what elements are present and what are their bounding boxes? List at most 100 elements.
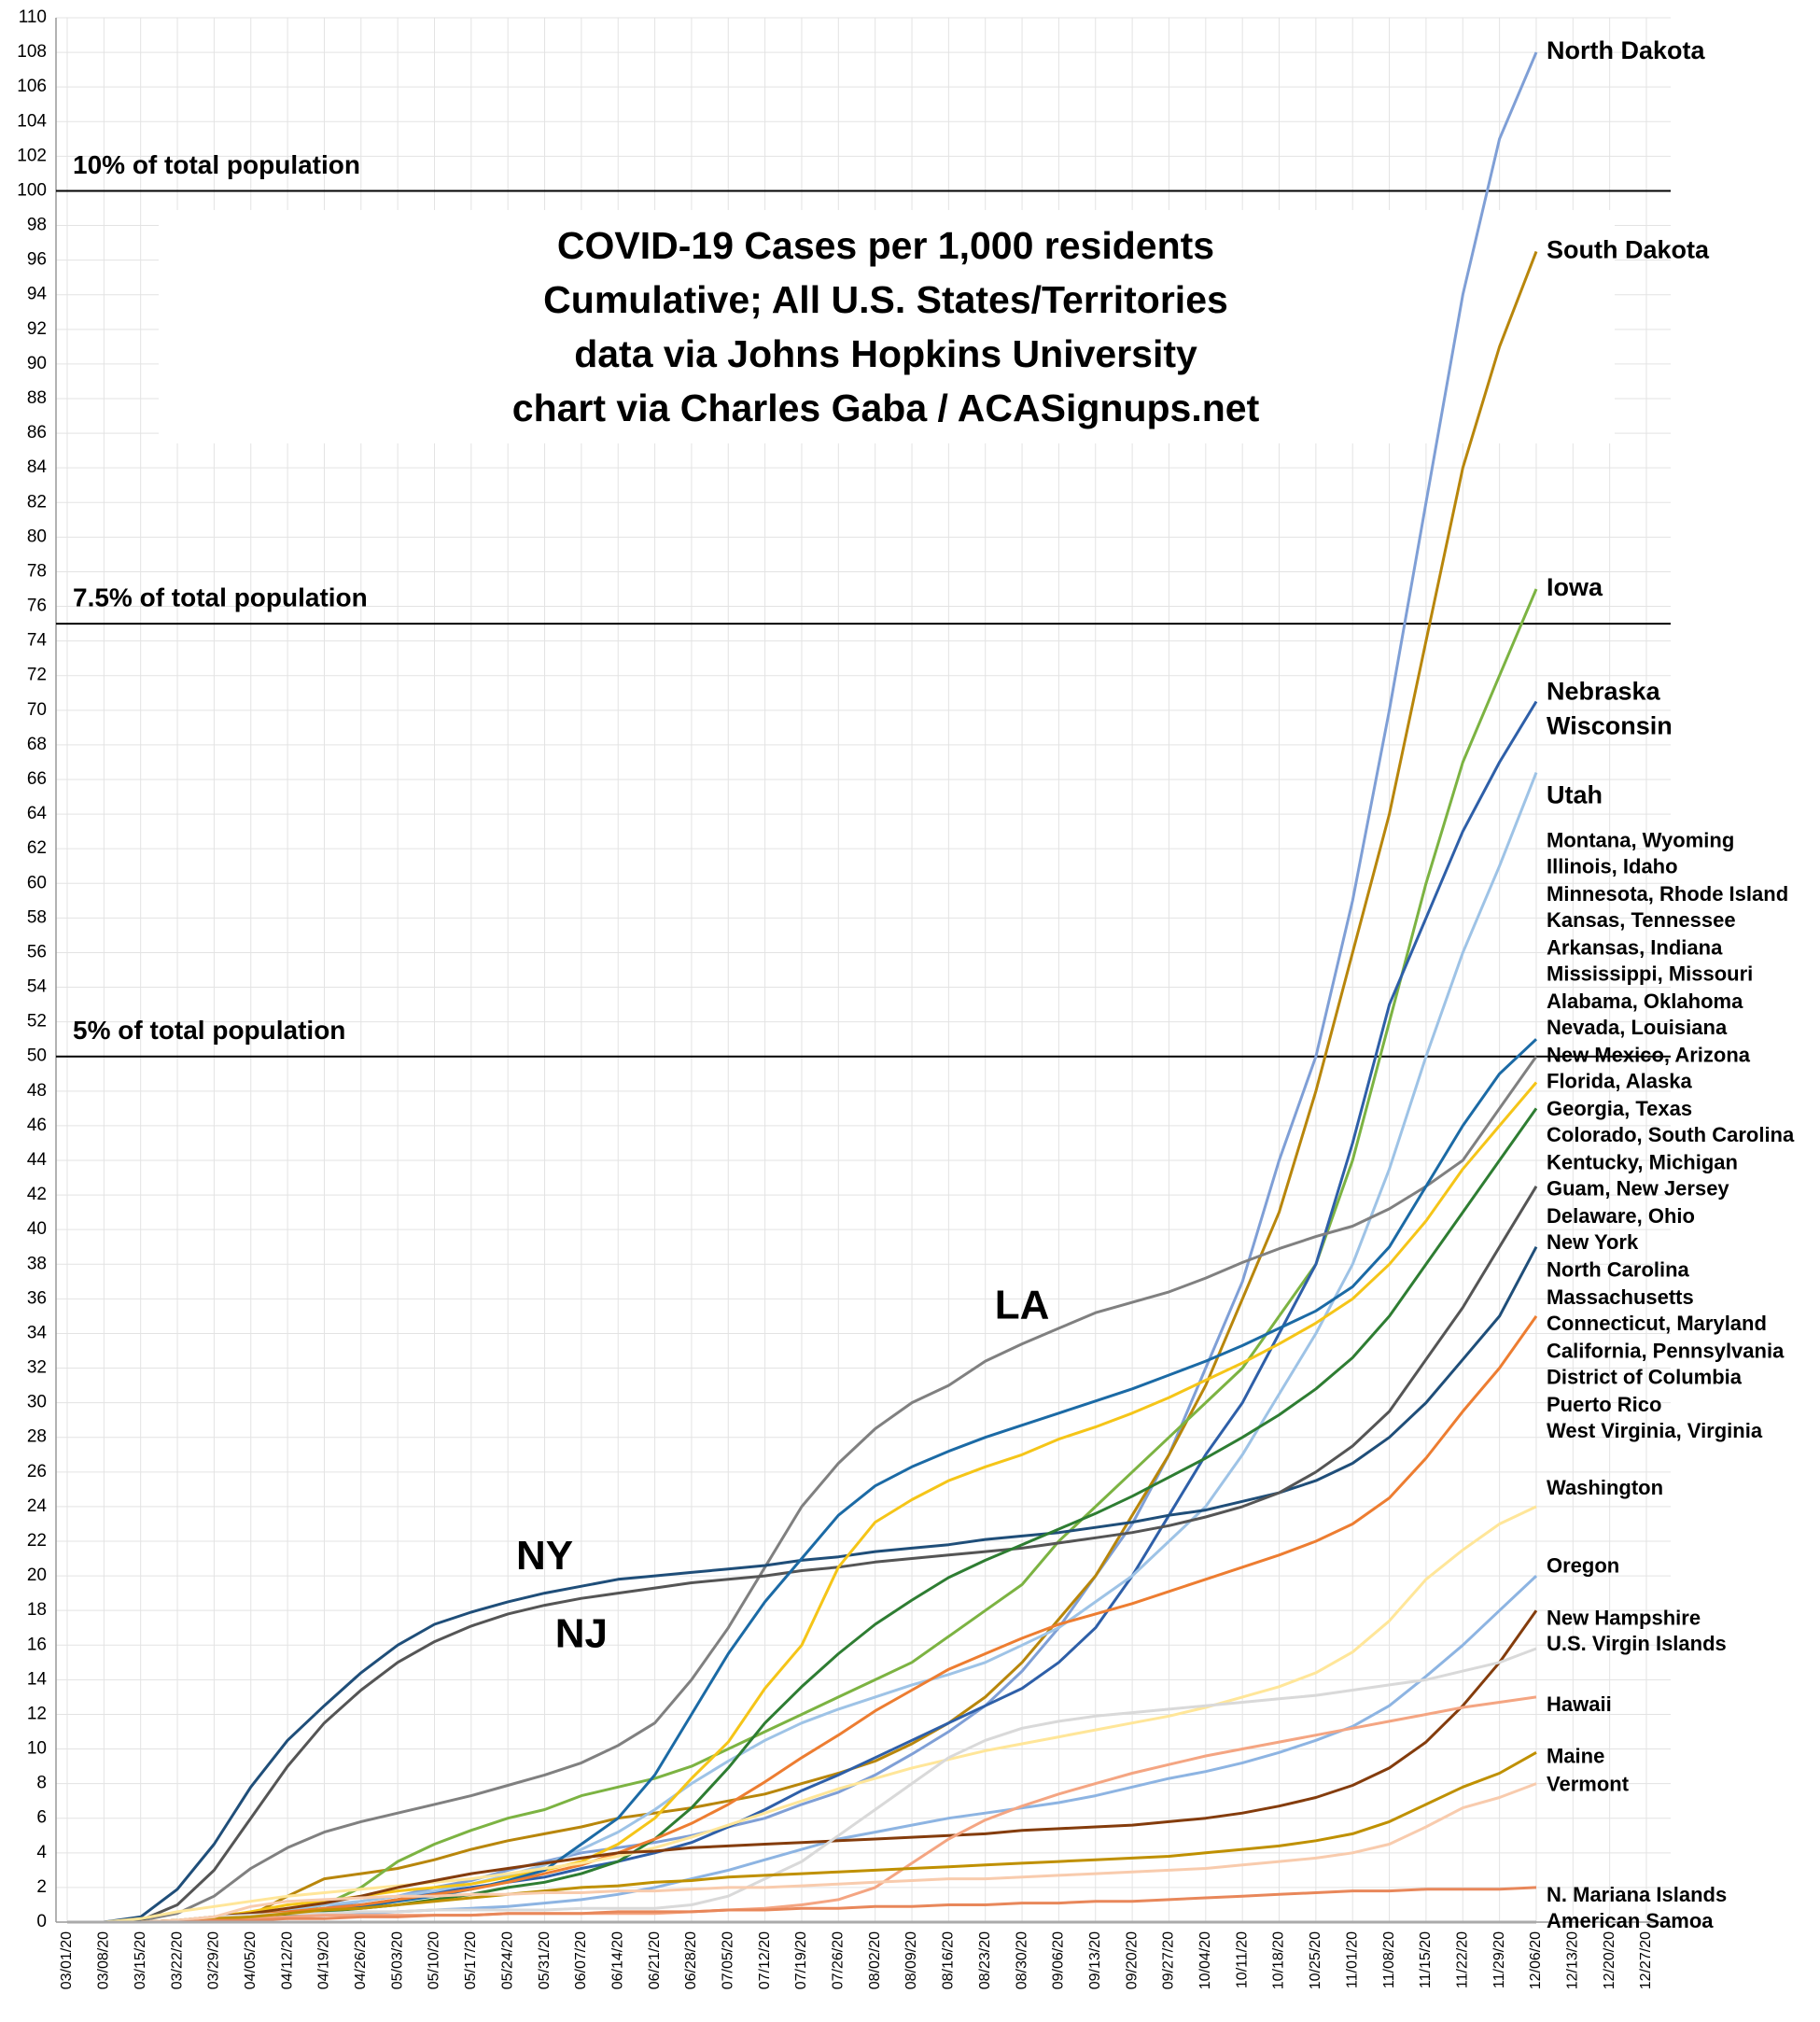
state-label: Kentucky, Michigan	[1547, 1151, 1738, 1174]
y-tick-label: 10	[27, 1739, 47, 1759]
y-tick-label: 32	[27, 1358, 47, 1378]
x-tick-label: 10/18/20	[1271, 1931, 1287, 1989]
y-tick-label: 74	[27, 631, 48, 651]
x-tick-label: 03/29/20	[206, 1931, 222, 1989]
x-tick-label: 12/27/20	[1638, 1931, 1654, 1989]
x-tick-label: 03/01/20	[59, 1931, 75, 1989]
y-tick-label: 8	[36, 1774, 47, 1793]
series-line	[67, 1886, 1537, 1924]
state-label: Utah	[1547, 781, 1603, 809]
reference-label: 7.5% of total population	[73, 583, 368, 611]
y-tick-label: 88	[27, 388, 47, 408]
y-tick-label: 58	[27, 907, 47, 927]
x-tick-label: 08/23/20	[977, 1931, 993, 1989]
series-line	[67, 1695, 1537, 1924]
x-tick-label: 11/29/20	[1491, 1931, 1507, 1988]
reference-label: 10% of total population	[73, 150, 360, 179]
state-label: Arkansas, Indiana	[1547, 936, 1723, 960]
title-background	[159, 210, 1615, 443]
reference-label: 5% of total population	[73, 1016, 345, 1045]
y-tick-label: 14	[27, 1669, 48, 1689]
state-label: Nevada, Louisiana	[1547, 1016, 1728, 1039]
x-tick-label: 12/13/20	[1565, 1931, 1581, 1989]
x-tick-label: 06/07/20	[573, 1931, 589, 1989]
state-label: Kansas, Tennessee	[1547, 908, 1736, 932]
state-label: District of Columbia	[1547, 1365, 1743, 1388]
state-label: Wisconsin	[1547, 711, 1673, 739]
state-label: Mississippi, Missouri	[1547, 962, 1753, 985]
x-tick-label: 09/20/20	[1124, 1931, 1140, 1989]
x-tick-label: 07/05/20	[720, 1931, 735, 1989]
y-tick-label: 82	[27, 492, 47, 512]
state-label: N. Mariana Islands	[1547, 1883, 1727, 1906]
y-tick-label: 46	[27, 1116, 47, 1135]
series-line	[67, 1505, 1537, 1924]
state-label: New York	[1547, 1230, 1639, 1254]
y-tick-label: 60	[27, 873, 47, 892]
x-tick-label: 07/26/20	[831, 1931, 847, 1989]
x-tick-label: 09/13/20	[1087, 1931, 1103, 1989]
state-label: North Dakota	[1547, 36, 1705, 64]
x-tick-label: 04/12/20	[279, 1931, 295, 1989]
y-tick-label: 18	[27, 1600, 47, 1620]
state-label: Connecticut, Maryland	[1547, 1312, 1767, 1335]
state-label: Maine	[1547, 1745, 1604, 1768]
x-tick-label: 11/22/20	[1454, 1931, 1470, 1988]
y-tick-label: 72	[27, 666, 47, 685]
state-label: Alabama, Oklahoma	[1547, 990, 1743, 1013]
series-line	[67, 1782, 1537, 1924]
y-tick-label: 2	[36, 1877, 47, 1897]
y-tick-label: 64	[27, 804, 48, 823]
x-tick-label: 06/14/20	[609, 1931, 625, 1989]
x-tick-label: 12/20/20	[1602, 1931, 1617, 1989]
series-line	[67, 1081, 1538, 1924]
series-line	[67, 1609, 1538, 1924]
annotation: NY	[516, 1533, 573, 1579]
x-tick-label: 10/25/20	[1308, 1931, 1323, 1989]
y-tick-label: 104	[17, 111, 47, 131]
series-line	[67, 1647, 1537, 1924]
x-tick-label: 06/21/20	[647, 1931, 663, 1989]
state-label: Hawaii	[1547, 1692, 1612, 1716]
x-tick-label: 09/06/20	[1051, 1931, 1067, 1989]
y-tick-label: 26	[27, 1462, 47, 1481]
y-tick-label: 54	[27, 977, 48, 997]
y-tick-label: 102	[17, 146, 47, 165]
y-tick-label: 84	[27, 457, 48, 477]
y-tick-label: 68	[27, 735, 47, 754]
state-label: Florida, Alaska	[1547, 1069, 1692, 1092]
state-label: American Samoa	[1547, 1909, 1714, 1932]
y-tick-label: 44	[27, 1150, 48, 1170]
y-tick-label: 80	[27, 527, 47, 546]
chart-title: chart via Charles Gaba / ACASignups.net	[512, 386, 1260, 429]
state-label: Georgia, Texas	[1547, 1097, 1692, 1120]
y-tick-label: 16	[27, 1635, 47, 1654]
x-tick-label: 11/15/20	[1418, 1931, 1434, 1988]
y-tick-label: 100	[17, 180, 47, 200]
y-tick-label: 4	[36, 1843, 47, 1862]
state-label: West Virginia, Virginia	[1547, 1419, 1763, 1442]
state-label: North Carolina	[1547, 1258, 1690, 1282]
x-tick-label: 07/19/20	[793, 1931, 809, 1989]
y-tick-label: 56	[27, 942, 47, 962]
series-line	[67, 1186, 1538, 1924]
y-tick-label: 52	[27, 1012, 47, 1032]
state-label: Guam, New Jersey	[1547, 1176, 1729, 1200]
y-tick-label: 0	[36, 1912, 47, 1931]
x-tick-label: 03/08/20	[96, 1931, 112, 1989]
x-tick-label: 06/28/20	[683, 1931, 699, 1989]
y-tick-label: 42	[27, 1185, 47, 1204]
state-label: Minnesota, Rhode Island	[1547, 882, 1788, 906]
y-tick-label: 106	[17, 77, 47, 96]
state-label: California, Pennsylvania	[1547, 1340, 1785, 1363]
y-tick-label: 40	[27, 1219, 47, 1239]
state-label: Montana, Wyoming	[1547, 829, 1734, 852]
x-tick-label: 12/06/20	[1528, 1931, 1544, 1989]
state-label: South Dakota	[1547, 235, 1710, 263]
series-line	[67, 1315, 1538, 1924]
state-label: New Mexico, Arizona	[1547, 1044, 1751, 1067]
state-label: Colorado, South Carolina	[1547, 1123, 1795, 1146]
x-tick-label: 04/26/20	[353, 1931, 369, 1989]
x-tick-label: 08/30/20	[1014, 1931, 1029, 1989]
